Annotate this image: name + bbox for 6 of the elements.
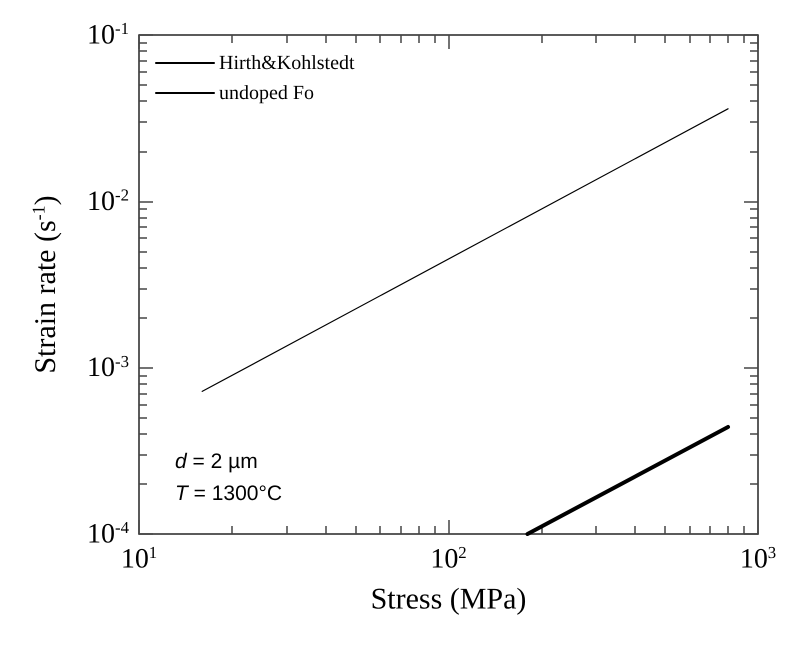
x-axis-title: Stress (MPa) xyxy=(370,582,526,616)
annotation: T = 1300°C xyxy=(175,482,282,505)
legend-label: Hirth&Kohlstedt xyxy=(219,52,355,74)
legend-label: undoped Fo xyxy=(219,82,314,104)
annotation: d = 2 µm xyxy=(175,450,258,473)
y-axis-title: Strain rate (s-1) xyxy=(28,195,62,374)
